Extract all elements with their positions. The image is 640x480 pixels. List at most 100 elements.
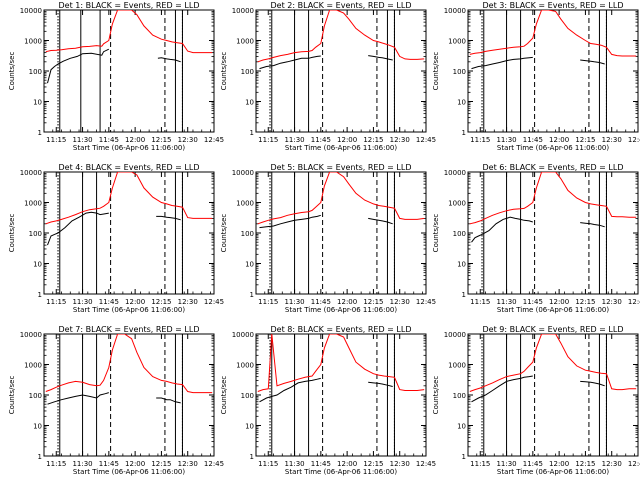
x-tick-label: 12:30 [178,298,198,306]
detector-panel: Det 6: BLACK = Events, RED = LLD Counts/s… [432,163,640,314]
lld-series [469,172,637,225]
events-series [368,381,393,387]
x-axis-label: Start Time (06-Apr-06 11:06:00) [497,144,609,152]
y-axis-label: Counts/sec [220,52,228,91]
panel-title: Det 8: BLACK = Events, RED = LLD [271,325,412,334]
x-tick-label: 12:30 [602,298,622,306]
y-tick-label: 10000 [232,169,254,177]
x-tick-label: 11:45 [523,298,543,306]
y-tick-label: 1 [38,291,42,299]
x-tick-label: 12:30 [178,460,198,468]
lld-series [45,334,213,394]
plot-frame [467,333,639,457]
y-tick-label: 1 [462,291,466,299]
x-tick-label: 12:45 [628,298,640,306]
y-tick-label: 100 [241,230,254,238]
x-axis-label: Start Time (06-Apr-06 11:06:00) [285,144,397,152]
events-series [47,48,110,84]
x-tick-label: 11:15 [46,460,66,468]
y-tick-label: 1 [250,291,254,299]
x-tick-label: 11:15 [258,460,278,468]
x-tick-label: 11:30 [72,298,92,306]
y-axis-label: Counts/sec [8,52,16,91]
x-tick-label: 12:30 [390,136,410,144]
y-tick-label: 1000 [24,200,42,208]
lld-series [45,172,213,225]
x-axis-label: Start Time (06-Apr-06 11:06:00) [497,468,609,476]
detector-panel: Det 9: BLACK = Events, RED = LLD Counts/s… [432,325,640,476]
x-tick-label: 11:15 [470,298,490,306]
x-tick-label: 12:45 [416,298,436,306]
y-tick-label: 10000 [20,331,42,339]
x-tick-label: 12:45 [416,136,436,144]
y-tick-label: 10000 [20,7,42,15]
detector-panel: Det 3: BLACK = Events, RED = LLD Counts/s… [432,1,640,152]
lld-series [257,10,425,63]
y-axis-label: Counts/sec [432,52,440,91]
x-tick-label: 11:15 [46,298,66,306]
lld-series [45,10,213,54]
y-tick-label: 100 [453,392,466,400]
x-tick-label: 11:15 [470,136,490,144]
x-tick-label: 11:45 [311,298,331,306]
events-series [471,56,533,70]
plot-frame [467,171,639,295]
x-axis-label: Start Time (06-Apr-06 11:06:00) [285,306,397,314]
x-tick-label: 12:30 [390,460,410,468]
y-tick-label: 1000 [448,38,466,46]
x-tick-label: 11:15 [258,136,278,144]
lld-series [469,10,637,57]
plot-frame [255,333,427,457]
events-series [259,55,321,70]
x-tick-label: 12:15 [575,298,595,306]
events-series [156,397,181,404]
detector-panel: Det 8: BLACK = Events, RED = LLD Counts/s… [220,325,436,476]
y-axis-label: Counts/sec [220,376,228,415]
y-tick-label: 1 [38,453,42,461]
x-tick-label: 12:00 [125,136,145,144]
events-series [259,214,321,229]
x-tick-label: 11:30 [72,136,92,144]
plot-frame [43,171,215,295]
y-tick-label: 100 [29,392,42,400]
x-tick-label: 12:30 [602,136,622,144]
events-series [580,59,605,65]
panel-title: Det 9: BLACK = Events, RED = LLD [483,325,624,334]
x-tick-label: 12:15 [151,460,171,468]
panel-title: Det 7: BLACK = Events, RED = LLD [59,325,200,334]
x-tick-label: 12:00 [125,298,145,306]
x-tick-label: 11:30 [496,298,516,306]
y-tick-label: 10 [33,99,42,107]
x-tick-label: 12:00 [337,298,357,306]
panel-title: Det 2: BLACK = Events, RED = LLD [271,1,412,10]
y-tick-label: 100 [29,68,42,76]
y-tick-label: 1000 [236,38,254,46]
events-series [580,380,605,387]
events-series [368,217,393,225]
lld-series [257,334,425,392]
y-axis-label: Counts/sec [8,214,16,253]
x-tick-label: 12:45 [628,460,640,468]
detector-panel: Det 7: BLACK = Events, RED = LLD Counts/s… [8,325,224,476]
x-tick-label: 11:30 [496,460,516,468]
events-series [580,222,605,228]
panel-title: Det 4: BLACK = Events, RED = LLD [59,163,200,172]
lld-series [469,334,637,392]
x-tick-label: 11:30 [284,298,304,306]
y-tick-label: 1 [462,453,466,461]
events-series [47,392,109,405]
y-tick-label: 1 [462,129,466,137]
y-tick-label: 10 [457,99,466,107]
x-axis-label: Start Time (06-Apr-06 11:06:00) [73,468,185,476]
panel-title: Det 1: BLACK = Events, RED = LLD [59,1,200,10]
plot-frame [43,333,215,457]
detector-panel: Det 2: BLACK = Events, RED = LLD Counts/s… [220,1,436,152]
events-series [47,211,109,246]
events-series [157,57,181,63]
x-tick-label: 12:15 [363,136,383,144]
y-axis-label: Counts/sec [220,214,228,253]
x-tick-label: 12:30 [178,136,198,144]
x-tick-label: 12:00 [549,136,569,144]
x-tick-label: 12:15 [151,136,171,144]
plot-frame [43,9,215,133]
